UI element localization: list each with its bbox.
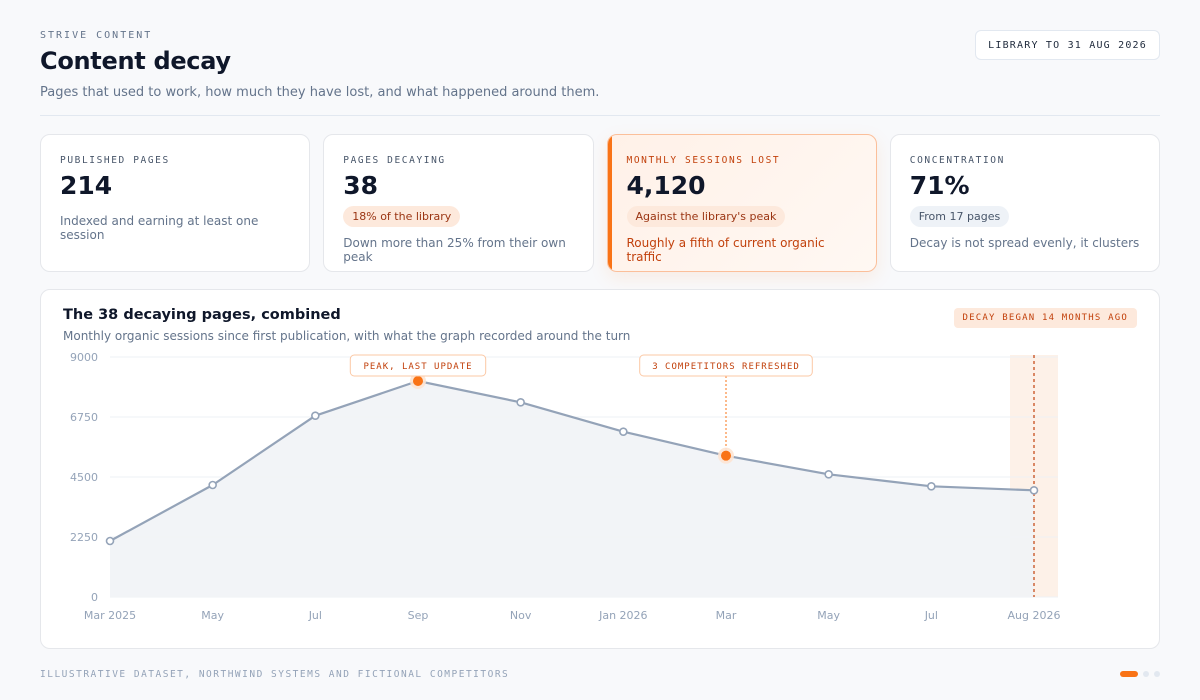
- kpi-label: MONTHLY SESSIONS LOST: [626, 155, 781, 166]
- data-point: [208, 480, 217, 490]
- chart-subtitle: Monthly organic sessions since first pub…: [63, 329, 631, 343]
- x-tick-label: May: [817, 609, 840, 622]
- data-point: [105, 536, 115, 546]
- x-tick-label: Nov: [510, 609, 532, 622]
- chart-panel: 0 2250 4500 6750 9000 PEAK, LAST UPDATE 3 COMP…: [40, 289, 1160, 649]
- kpi-description: Down more than 25% from their own peak: [343, 236, 566, 264]
- x-tick-label: Jan 2026: [598, 609, 647, 622]
- kpi-description: Decay is not spread evenly, it clusters: [909, 236, 1140, 250]
- page-dot-active[interactable]: [1120, 671, 1138, 677]
- kpi-pill: 18% of the library: [343, 206, 461, 227]
- series-line: [109, 379, 1035, 542]
- kpi-pill: From 17 pages: [909, 206, 1010, 227]
- kpi-value: 214: [60, 171, 113, 200]
- line-chart: 0 2250 4500 6750 9000 PEAK, LAST UPDATE 3 COMP…: [70, 351, 1061, 622]
- kpi-pill: Against the library's peak: [626, 206, 786, 227]
- kpi-card-published[interactable]: PUBLISHED PAGES 214 Indexed and earning …: [40, 134, 311, 272]
- date-range-button[interactable]: LIBRARY TO 31 AUG 2026: [975, 30, 1160, 60]
- kpi-label: PUBLISHED PAGES: [60, 155, 170, 166]
- annotation-label: 3 COMPETITORS REFRESHED: [652, 362, 800, 372]
- header-divider: [40, 115, 1160, 116]
- data-point: [311, 411, 320, 420]
- kpi-label: PAGES DECAYING: [343, 155, 446, 166]
- decay-badge: DECAY BEGAN 14 MONTHS AGO: [953, 308, 1137, 328]
- data-point: [516, 398, 525, 407]
- page-dot[interactable]: [1154, 671, 1160, 677]
- annotation-box: [639, 354, 813, 377]
- x-tick-label: Jul: [308, 609, 322, 622]
- page-title: Content decay: [40, 47, 231, 75]
- kpi-card-sessions-lost[interactable]: MONTHLY SESSIONS LOST 4,120 Against the …: [606, 134, 877, 272]
- chart-title: The 38 decaying pages, combined: [63, 307, 341, 323]
- data-point: [824, 470, 833, 479]
- kpi-card-concentration[interactable]: CONCENTRATION 71% From 17 pages Decay is…: [889, 134, 1160, 272]
- y-tick-label: 2250: [70, 531, 98, 544]
- footer-note: ILLUSTRATIVE DATASET, NORTHWIND SYSTEMS …: [40, 669, 510, 680]
- kpi-value: 38: [343, 171, 379, 200]
- kpi-cards: PUBLISHED PAGES 214 Indexed and earning …: [40, 134, 1160, 272]
- page-kicker: STRIVE CONTENT: [40, 30, 153, 41]
- page-header: STRIVE CONTENT Content decay Pages that …: [40, 30, 1160, 100]
- page-subtitle: Pages that used to work, how much they h…: [40, 85, 600, 100]
- x-tick-label: May: [201, 609, 224, 622]
- kpi-card-decaying[interactable]: PAGES DECAYING 38 18% of the library Dow…: [323, 134, 594, 272]
- kpi-description: Indexed and earning at least one session: [60, 214, 259, 242]
- x-tick-label: Jul: [924, 609, 938, 622]
- data-point: [619, 427, 628, 436]
- kpi-value: 4,120: [626, 171, 706, 200]
- x-tick-label: Aug 2026: [1008, 609, 1061, 622]
- kpi-description: Roughly a fifth of current organic traff…: [626, 236, 825, 264]
- x-tick-label: Mar 2025: [84, 609, 136, 622]
- x-tick-label: Sep: [408, 609, 429, 622]
- y-tick-label: 6750: [70, 411, 98, 424]
- y-tick-label: 0: [91, 591, 98, 604]
- data-point: [927, 482, 936, 491]
- pagination: [1120, 671, 1160, 677]
- series-area: [110, 381, 1034, 597]
- highlighted-data-point: [413, 376, 423, 386]
- kpi-label: CONCENTRATION: [909, 155, 1005, 166]
- data-point: [1029, 486, 1039, 495]
- y-tick-label: 9000: [70, 351, 98, 364]
- annotation-label: PEAK, LAST UPDATE: [363, 362, 472, 372]
- page-dot[interactable]: [1143, 671, 1149, 677]
- x-tick-label: Mar: [716, 609, 737, 622]
- highlighted-data-point: [721, 450, 731, 461]
- kpi-value: 71%: [909, 171, 970, 200]
- annotation-box: [349, 354, 487, 377]
- y-tick-label: 4500: [70, 471, 98, 484]
